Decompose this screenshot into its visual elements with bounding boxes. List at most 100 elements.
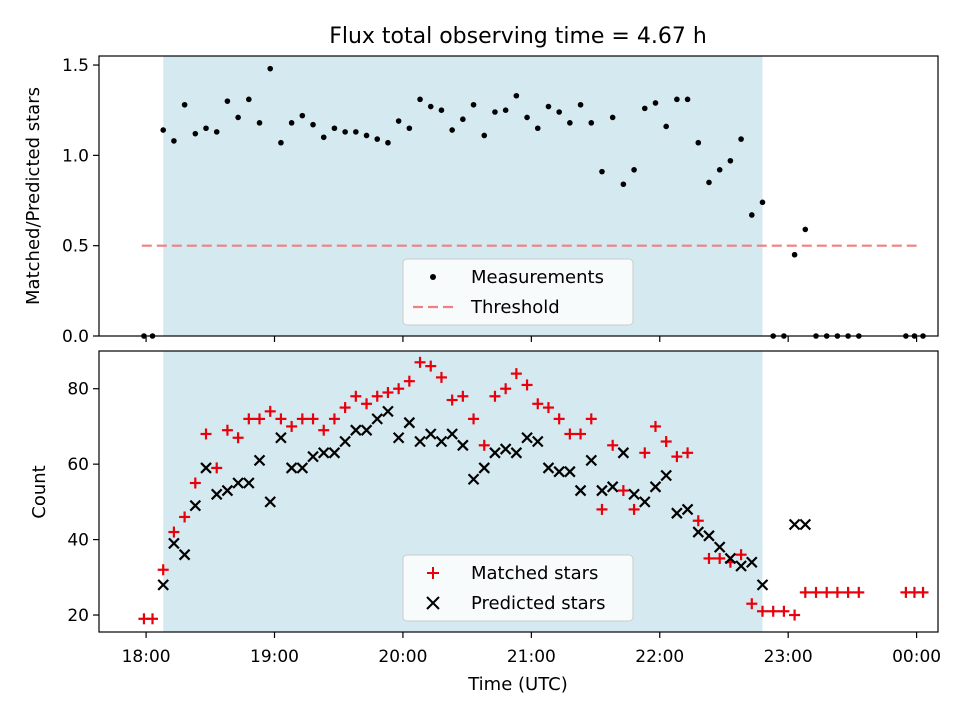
predicted-star-point <box>542 462 555 474</box>
measurement-point <box>224 98 231 104</box>
matched-star-point <box>585 413 597 425</box>
predicted-star-point <box>350 424 362 436</box>
legend-predicted-label: Predicted stars <box>471 593 605 614</box>
measurement-point <box>695 139 702 146</box>
predicted-star-point <box>253 454 266 467</box>
predicted-star-point <box>628 488 640 501</box>
top-marks <box>141 65 926 339</box>
measurement-point <box>791 251 798 258</box>
measurement-point <box>331 125 338 132</box>
matched-star-point <box>254 413 266 425</box>
predicted-star-point <box>649 481 662 493</box>
measurement-point <box>513 92 520 99</box>
matched-star-point <box>756 605 768 617</box>
bottom-legend-box <box>402 554 634 622</box>
predicted-star-point <box>339 435 351 448</box>
measurement-point <box>438 107 445 113</box>
legend-threshold-label: Threshold <box>470 297 560 318</box>
predicted-star-point <box>499 443 512 455</box>
matched-star-point <box>425 360 437 372</box>
matched-star-point <box>660 436 672 448</box>
measurement-point <box>470 101 477 108</box>
measurement-point <box>706 179 712 186</box>
matched-star-point <box>393 383 405 395</box>
matched-star-point <box>211 462 223 474</box>
measurement-point <box>684 96 691 103</box>
measurement-point <box>310 121 316 128</box>
top-y-tick-label: 1.5 <box>62 56 89 76</box>
predicted-star-point <box>328 447 341 459</box>
legend-matched-label: Matched stars <box>471 563 598 584</box>
measurement-point <box>545 103 552 110</box>
matched-star-point <box>692 515 704 527</box>
predicted-star-point <box>596 484 608 497</box>
x-tick-label: 18:00 <box>122 647 171 667</box>
x-tick-label: 23:00 <box>764 647 813 667</box>
top-y-tick-label: 0.0 <box>62 327 89 347</box>
predicted-star-point <box>713 541 726 553</box>
measurement-point <box>363 132 370 139</box>
predicted-star-point <box>574 484 587 497</box>
measurement-point <box>609 114 616 121</box>
predicted-star-point <box>788 518 801 531</box>
bottom-y-tick-label: 60 <box>67 455 89 475</box>
measurement-point <box>213 129 220 135</box>
matched-star-point <box>810 586 822 598</box>
matched-star-point <box>778 605 790 617</box>
measurement-point <box>374 136 381 142</box>
predicted-star-point <box>210 488 223 501</box>
predicted-star-point <box>414 435 426 448</box>
predicted-star-point <box>692 526 705 538</box>
measurement-point <box>288 120 295 126</box>
matched-star-point <box>671 451 683 463</box>
predicted-star-point <box>799 518 812 531</box>
measurement-point <box>385 139 391 146</box>
predicted-star-point <box>746 556 758 568</box>
top-y-axis-label: Matched/Predicted stars <box>23 87 44 305</box>
measurement-point <box>492 109 498 115</box>
matched-star-point <box>532 398 544 410</box>
measurement-point <box>748 212 755 218</box>
matched-star-point <box>799 586 811 598</box>
measurement-point <box>631 167 637 173</box>
matched-star-point <box>575 428 587 440</box>
predicted-star-point <box>232 477 244 489</box>
measurement-point <box>502 107 509 113</box>
measurement-point <box>160 127 167 133</box>
predicted-star-point <box>275 431 287 444</box>
predicted-star-point <box>317 447 330 459</box>
predicted-star-point <box>681 503 694 516</box>
predicted-star-point <box>392 431 405 444</box>
predicted-star-point <box>510 447 523 459</box>
matched-star-point <box>179 511 191 523</box>
measurement-point <box>738 136 744 142</box>
predicted-star-point <box>296 462 309 474</box>
matched-star-point <box>350 390 362 402</box>
predicted-star-point <box>606 481 619 493</box>
predicted-star-point <box>617 447 630 459</box>
matched-star-point <box>489 390 501 402</box>
matched-star-point <box>318 424 330 436</box>
x-tick-label: 20:00 <box>378 647 427 667</box>
matched-star-point <box>767 605 779 617</box>
measurement-point <box>278 139 284 146</box>
measurement-point <box>267 65 274 72</box>
predicted-star-point <box>424 428 437 440</box>
predicted-star-point <box>435 435 448 448</box>
matched-star-point <box>542 402 554 414</box>
measurement-point <box>652 100 659 106</box>
predicted-star-point <box>403 416 416 429</box>
matched-star-point <box>842 586 854 598</box>
matched-star-point <box>521 379 533 391</box>
bottom-marks <box>138 356 929 625</box>
matched-star-point <box>189 477 201 489</box>
x-tick-label: 00:00 <box>892 647 941 667</box>
measurement-point <box>192 130 199 137</box>
predicted-star-point <box>735 560 747 572</box>
legend-measurements-label: Measurements <box>471 267 604 288</box>
predicted-star-point <box>360 424 373 436</box>
measurement-point <box>663 123 669 130</box>
measurement-point <box>599 168 605 175</box>
matched-star-point <box>296 413 308 425</box>
matched-star-point <box>264 405 276 417</box>
